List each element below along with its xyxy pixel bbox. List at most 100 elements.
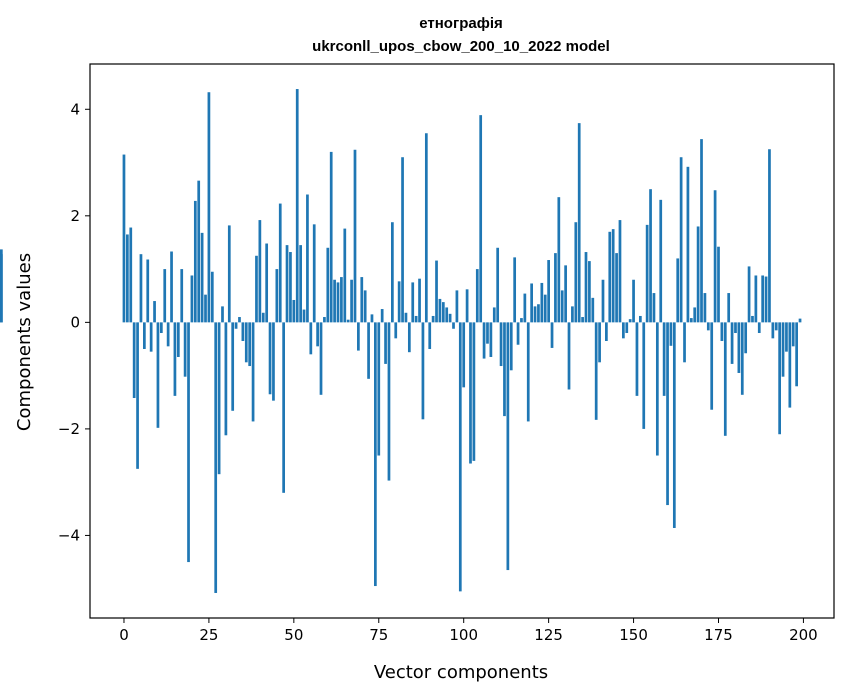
bar-60: [326, 247, 330, 323]
bar-104: [475, 269, 479, 323]
bar-39: [255, 255, 258, 323]
bar-150: [632, 279, 635, 323]
bar-145: [615, 253, 618, 323]
bar-76: [380, 309, 384, 323]
bar-176: [720, 322, 724, 341]
bar-25: [207, 92, 211, 323]
bar-97: [452, 322, 455, 329]
bar-undefined: [0, 254, 3, 323]
x-tick-label: 150: [619, 626, 648, 644]
bar-40: [258, 220, 262, 323]
bar-4: [136, 322, 139, 469]
bar-58: [319, 322, 323, 395]
bar-155: [649, 189, 652, 323]
bar-45: [275, 269, 279, 323]
bar-24: [204, 294, 207, 323]
bar-48: [285, 245, 289, 323]
bar-28: [217, 322, 221, 475]
y-tick-label: −4: [58, 526, 80, 544]
bar-144: [611, 229, 615, 323]
bar-54: [306, 194, 309, 323]
bar-153: [642, 322, 646, 429]
bar-190: [768, 149, 771, 323]
bar-103: [472, 322, 476, 461]
bar-163: [676, 258, 680, 323]
bar-129: [560, 290, 564, 323]
bar-113: [506, 322, 510, 571]
bar-47: [282, 322, 285, 493]
bar-117: [520, 318, 523, 323]
bar-198: [795, 322, 798, 387]
bar-127: [554, 253, 557, 323]
bar-72: [367, 322, 370, 379]
bar-180: [734, 322, 737, 334]
bar-59: [323, 317, 326, 323]
bar-188: [761, 275, 765, 323]
bar-196: [788, 322, 792, 408]
x-tick-label: 200: [789, 626, 818, 644]
bar-197: [791, 322, 795, 347]
chart-title: етнографія: [419, 15, 503, 32]
bar-118: [523, 293, 527, 323]
bar-27: [214, 322, 218, 593]
bar-44: [272, 322, 275, 401]
bar-37: [248, 322, 252, 367]
bar-65: [343, 228, 347, 323]
bar-61: [329, 151, 333, 323]
bar-181: [737, 322, 741, 373]
bar-10: [156, 322, 160, 428]
y-tick-label: −2: [58, 420, 80, 438]
bar-86: [414, 315, 418, 323]
bar-53: [302, 309, 306, 323]
bar-169: [696, 226, 700, 323]
bar-165: [683, 322, 686, 363]
chart-subtitle: ukrconll_upos_cbow_200_10_2022 model: [312, 38, 610, 55]
y-tick-label: 4: [70, 100, 80, 118]
bar-182: [740, 322, 744, 395]
bar-19: [187, 322, 190, 563]
bar-158: [659, 199, 663, 323]
bar-115: [513, 257, 517, 323]
bar-79: [391, 222, 394, 323]
bar-187: [757, 322, 761, 334]
bar-32: [231, 322, 235, 411]
bar-78: [387, 322, 391, 481]
x-tick-label: 175: [704, 626, 733, 644]
bar-122: [537, 304, 540, 323]
bar-33: [234, 322, 238, 329]
plot-frame: [89, 63, 835, 619]
bar-199: [798, 318, 802, 323]
bar-173: [710, 322, 714, 410]
bar-0: [122, 154, 126, 323]
bar-55: [309, 322, 313, 355]
bar-107: [486, 322, 489, 344]
bar-164: [679, 157, 683, 323]
bar-149: [628, 319, 632, 323]
bar-126: [550, 322, 554, 348]
bar-17: [180, 269, 184, 323]
bar-77: [384, 322, 387, 364]
bar-95: [445, 307, 449, 323]
bar-80: [394, 322, 398, 339]
bar-137: [588, 261, 591, 323]
bar-42: [265, 243, 269, 323]
bar-114: [509, 322, 513, 371]
bar-31: [227, 225, 231, 323]
bar-106: [482, 322, 486, 359]
bar-189: [764, 276, 768, 323]
bar-194: [781, 322, 785, 377]
x-tick-label: 100: [449, 626, 478, 644]
bar-35: [241, 322, 245, 341]
bar-148: [625, 322, 629, 334]
bar-12: [163, 269, 167, 323]
x-tick-label: 125: [534, 626, 563, 644]
bar-8: [149, 322, 153, 352]
bar-123: [540, 282, 544, 323]
bar-16: [176, 322, 180, 357]
bar-73: [370, 314, 374, 323]
bar-131: [567, 322, 571, 390]
bar-69: [357, 322, 360, 351]
bar-186: [754, 275, 758, 323]
bar-91: [431, 315, 435, 323]
